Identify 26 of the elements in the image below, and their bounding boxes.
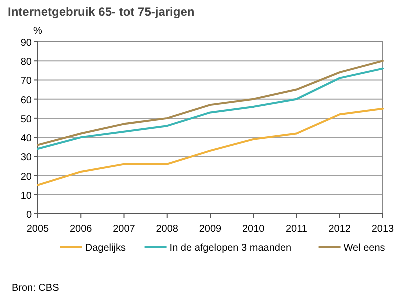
y-tick-label: 20 bbox=[20, 172, 32, 183]
y-tick-label: 90 bbox=[20, 38, 32, 49]
y-tick-label: 50 bbox=[20, 114, 32, 126]
x-tick-label: 2012 bbox=[328, 224, 352, 235]
x-tick-label: 2006 bbox=[70, 224, 93, 235]
legend-label: In de afgelopen 3 maanden bbox=[170, 243, 292, 254]
y-tick-label: 40 bbox=[20, 134, 32, 145]
chart-title: Internetgebruik 65- tot 75-jarigen bbox=[8, 5, 195, 19]
legend-label: Dagelijks bbox=[85, 243, 126, 254]
x-tick-label: 2008 bbox=[156, 224, 179, 235]
y-tick-label: 80 bbox=[20, 57, 32, 68]
line-series bbox=[37, 108, 384, 186]
x-tick-label: 2011 bbox=[286, 224, 308, 235]
x-tick-label: 2005 bbox=[26, 224, 50, 235]
x-tick-label: 2010 bbox=[242, 224, 266, 235]
y-tick-label: 0 bbox=[26, 210, 32, 221]
x-tick-label: 2009 bbox=[199, 224, 222, 235]
y-axis-title: % bbox=[34, 26, 43, 37]
y-tick-label: 10 bbox=[20, 190, 32, 202]
x-tick-label: 2007 bbox=[113, 224, 136, 235]
y-tick-label: 70 bbox=[20, 76, 32, 88]
text: Bron: CBS bbox=[12, 283, 60, 294]
legend-label: Wel eens bbox=[344, 243, 386, 254]
y-tick-label: 60 bbox=[20, 95, 32, 106]
y-tick-label: 30 bbox=[20, 152, 32, 164]
x-tick-label: 2013 bbox=[372, 224, 395, 235]
